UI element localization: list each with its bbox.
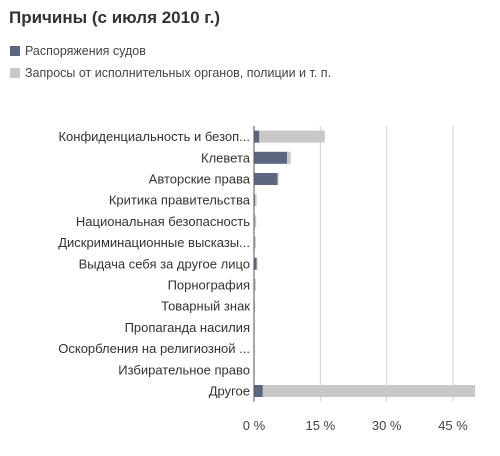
bar-agency-requests xyxy=(277,173,279,185)
x-tick-label: 45 % xyxy=(438,418,468,433)
bar-court-orders xyxy=(254,173,278,185)
chart-title: Причины (с июля 2010 г.) xyxy=(9,8,221,27)
category-label: Пропаганда насилия xyxy=(125,320,250,335)
category-label: Другое xyxy=(209,384,250,399)
bar-court-orders xyxy=(254,385,263,397)
legend-swatch-court-orders xyxy=(10,46,20,56)
category-label: Товарный знак xyxy=(161,299,250,314)
category-label: Дискриминационные высказы... xyxy=(58,235,250,250)
bar-agency-requests xyxy=(254,215,257,228)
bar-agency-requests xyxy=(262,385,476,397)
legend-label-agency-requests: Запросы от исполнительных органов, полиц… xyxy=(25,66,332,80)
category-label: Клевета xyxy=(201,150,251,165)
bar-court-orders xyxy=(254,130,260,143)
legend-item-agency-requests: Запросы от исполнительных органов, полиц… xyxy=(10,66,480,80)
bar-agency-requests xyxy=(287,151,291,164)
legend-swatch-agency-requests xyxy=(10,68,20,78)
bar-agency-requests xyxy=(256,257,258,270)
category-label: Критика правительства xyxy=(109,193,251,208)
legend-label-court-orders: Распоряжения судов xyxy=(25,44,146,58)
bar-agency-requests xyxy=(254,279,256,291)
x-tick-label: 0 % xyxy=(243,418,266,433)
bar-agency-requests xyxy=(254,236,256,249)
bar-court-orders xyxy=(254,151,288,164)
category-label: Оскорбления на религиозной ... xyxy=(58,341,250,356)
category-label: Авторские права xyxy=(149,172,251,187)
bar-agency-requests xyxy=(259,130,325,143)
category-label: Избирательное право xyxy=(118,362,250,377)
bar-court-orders xyxy=(254,257,257,270)
bar-agency-requests xyxy=(254,300,255,313)
category-label: Конфиденциальность и безоп... xyxy=(58,129,250,144)
x-tick-label: 30 % xyxy=(372,418,402,433)
legend-item-court-orders: Распоряжения судов xyxy=(10,44,480,58)
category-label: Выдача себя за другое лицо xyxy=(79,256,250,271)
bar-agency-requests xyxy=(254,194,257,207)
category-label: Порнография xyxy=(168,278,250,293)
category-label: Национальная безопасность xyxy=(76,214,250,229)
x-tick-label: 15 % xyxy=(306,418,336,433)
